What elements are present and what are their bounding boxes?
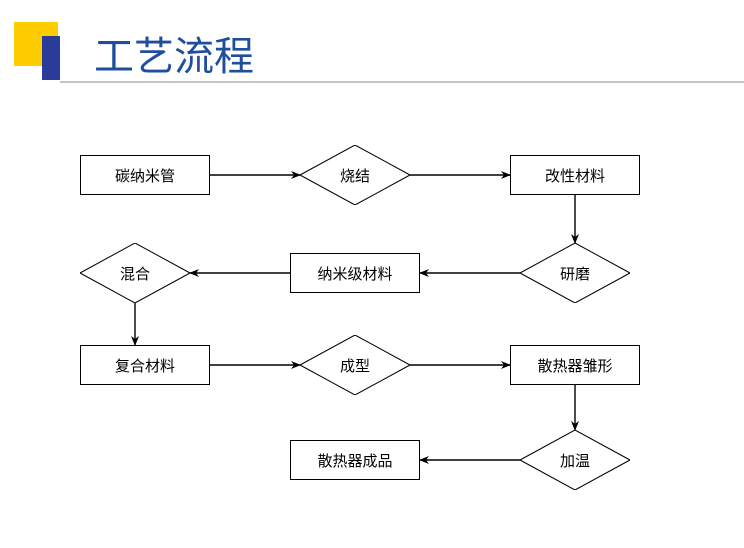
- slide-title: 工艺流程: [94, 24, 254, 82]
- node-n9: 散热器雏形: [510, 345, 640, 385]
- node-label-n7: 复合材料: [115, 355, 175, 376]
- node-label-n4: 研磨: [560, 263, 590, 284]
- node-n5: 纳米级材料: [290, 253, 420, 293]
- edges-group: [135, 175, 575, 460]
- node-label-n11: 散热器成品: [317, 450, 392, 471]
- node-label-n10: 加温: [560, 450, 590, 471]
- node-n4: 研磨: [520, 243, 630, 303]
- node-n7: 复合材料: [80, 345, 210, 385]
- node-n2: 烧结: [300, 145, 410, 205]
- node-label-n9: 散热器雏形: [537, 355, 612, 376]
- slide-container: { "title": { "text": "工艺流程", "color": "#…: [0, 0, 744, 548]
- node-label-n2: 烧结: [340, 165, 370, 186]
- node-label-n1: 碳纳米管: [115, 165, 175, 186]
- node-label-n8: 成型: [340, 355, 370, 376]
- deco-blue-square: [42, 36, 60, 80]
- node-n3: 改性材料: [510, 155, 640, 195]
- node-label-n6: 混合: [120, 263, 150, 284]
- node-label-n5: 纳米级材料: [317, 263, 392, 284]
- node-n8: 成型: [300, 335, 410, 395]
- node-n6: 混合: [80, 243, 190, 303]
- node-n1: 碳纳米管: [80, 155, 210, 195]
- node-n11: 散热器成品: [290, 440, 420, 480]
- node-n10: 加温: [520, 430, 630, 490]
- deco-yellow-square: [14, 22, 58, 66]
- node-label-n3: 改性材料: [545, 165, 605, 186]
